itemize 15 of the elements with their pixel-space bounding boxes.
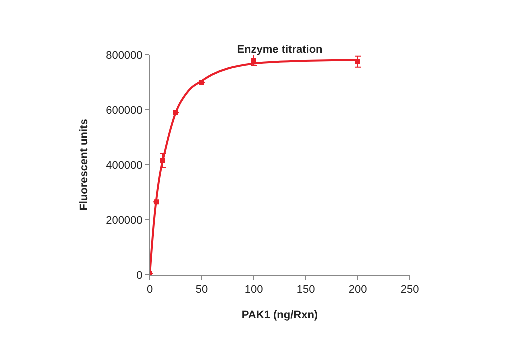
chart-title: Enzyme titration [237,44,324,56]
point [252,58,256,63]
y-tick-label: 400000 [106,160,143,172]
x-tick-label: 150 [296,284,316,296]
x-tick-label: 100 [244,284,264,296]
y-tick-label: 200000 [106,214,143,227]
y-axis-title: Fluorescent units [78,119,91,211]
y-tick-label: 0 [136,270,143,282]
y-tick-label: 600000 [106,104,143,117]
y-tick-label: 800000 [106,50,143,62]
x-tick-label: 50 [196,284,208,296]
x-tick-label: 0 [146,284,154,296]
x-tick-label: 250 [400,284,420,296]
x-axis-title: PAK1 (ng/Rxn) [242,309,318,322]
x-tick-label: 200 [348,284,368,296]
